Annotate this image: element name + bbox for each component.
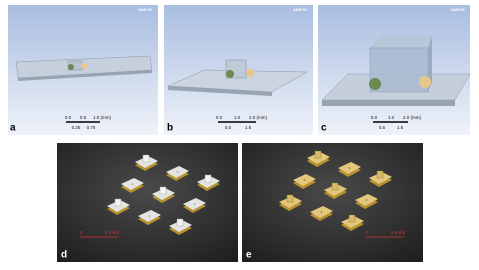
- chip-feature: [348, 167, 351, 169]
- panel-b: ANSYS 0.0 1.0 2.0 (mm) 0.5 1.5 b: [164, 5, 313, 135]
- chip-feature: [376, 170, 384, 179]
- photo-bg: [242, 143, 423, 262]
- scale-label: 1.5: [245, 125, 252, 130]
- scale-label: 1.0: [388, 115, 395, 120]
- scale-label: 2.0 (mm): [249, 115, 268, 120]
- panel-label: e: [246, 250, 252, 261]
- scale-label: 0.0: [216, 115, 223, 120]
- panel-label: a: [10, 123, 16, 134]
- panel-label: b: [167, 123, 173, 134]
- bump: [369, 78, 381, 90]
- scale-label: 0: [80, 230, 83, 235]
- scale-label: 0.5: [80, 115, 87, 120]
- chip-feature: [204, 174, 212, 183]
- bump: [419, 76, 431, 88]
- chip-feature: [176, 171, 179, 173]
- chip-feature: [331, 182, 339, 191]
- panel-c: ANSYS 0.0 1.0 2.0 (mm) 0.5 1.5 c: [318, 5, 471, 135]
- plate-edge: [322, 100, 455, 106]
- chip-feature: [131, 183, 134, 185]
- chip-feature: [114, 198, 122, 207]
- scale-label: 0.5: [225, 125, 232, 130]
- chip-feature: [303, 179, 306, 181]
- scale-label: 1.0 (mm): [93, 115, 112, 120]
- scale-label: 1.0: [234, 115, 241, 120]
- scale-label: 1.5: [397, 125, 404, 130]
- scale-label: 0.0: [371, 115, 378, 120]
- plate-edge: [168, 86, 272, 96]
- scale-label: 5 (mm): [391, 230, 406, 235]
- bump: [81, 63, 87, 69]
- chip-feature: [193, 203, 196, 205]
- panel-label: c: [321, 123, 327, 134]
- scale-label: 0.75: [87, 125, 96, 130]
- chip-feature: [365, 199, 368, 201]
- cube-top: [370, 36, 432, 48]
- chip-feature: [348, 214, 356, 223]
- watermark: ANSYS: [451, 7, 465, 12]
- scale-label: 0: [366, 230, 369, 235]
- watermark: ANSYS: [138, 7, 152, 12]
- bump: [246, 69, 254, 77]
- scale-label: 5 (mm): [105, 230, 120, 235]
- watermark: ANSYS: [293, 7, 307, 12]
- panel-e: [242, 143, 423, 262]
- panel-label: d: [61, 250, 67, 261]
- bump: [226, 70, 234, 78]
- chip-feature: [159, 186, 167, 195]
- panel-a: ANSYS 0.0 0.5 1.0 (mm) 0.25 0.75 a: [8, 5, 158, 135]
- plate-edge: [18, 70, 152, 81]
- scale-label: 0.5: [379, 125, 386, 130]
- bump: [68, 64, 74, 70]
- chip-feature: [148, 215, 151, 217]
- photo-annotations: 0 5 (mm) d 0 5 (mm) e: [61, 230, 406, 260]
- chip-feature: [286, 194, 294, 203]
- chip-feature: [176, 218, 184, 227]
- scale-label: 2.0 (mm): [403, 115, 422, 120]
- chip-feature: [142, 154, 150, 163]
- scale-label: 0.25: [72, 125, 81, 130]
- chip-feature: [314, 150, 322, 159]
- scale-label: 0.0: [65, 115, 72, 120]
- panel-d: [57, 143, 238, 262]
- chip-feature: [320, 211, 323, 213]
